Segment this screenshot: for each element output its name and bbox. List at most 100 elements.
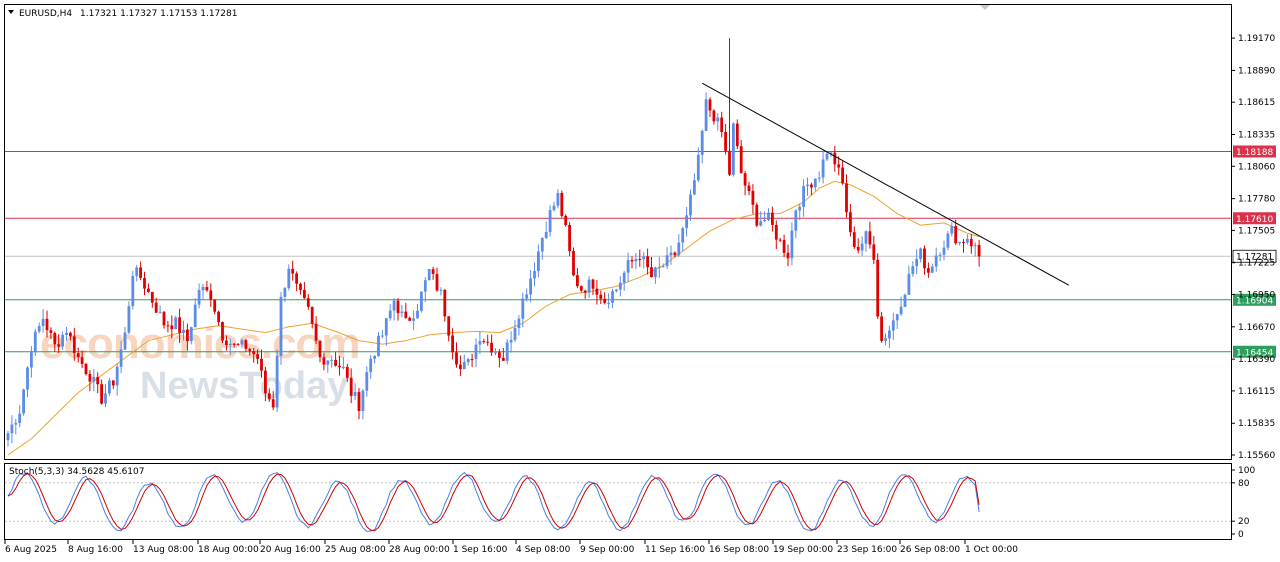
candle (735, 119, 739, 150)
candle (345, 363, 349, 382)
time-tick-label: 18 Aug 00:00 (198, 545, 259, 555)
candle (174, 315, 178, 330)
candle-body (30, 352, 33, 368)
candle-body (743, 173, 747, 186)
candle (435, 267, 439, 292)
candle-body (579, 286, 583, 291)
level-price-label: 1.18188 (1236, 148, 1273, 158)
trendline-layer (701, 82, 1070, 286)
candle-body (665, 255, 669, 267)
candle-body (771, 212, 774, 225)
candle (712, 109, 716, 125)
candle-body (41, 318, 45, 326)
candle-body (205, 287, 209, 291)
candle (201, 283, 205, 300)
candle (700, 129, 704, 164)
candle (576, 268, 579, 288)
candle-body (977, 245, 981, 257)
candle (622, 270, 626, 291)
candle-body (849, 212, 852, 233)
candle (57, 334, 61, 353)
candle-body (287, 268, 291, 289)
candle-body (420, 291, 423, 311)
candle (322, 352, 326, 371)
candle (646, 248, 649, 275)
candle (810, 182, 813, 196)
candle-body (888, 330, 891, 339)
candle-body (264, 370, 267, 394)
candle-body (451, 335, 454, 353)
candle-body (193, 304, 197, 328)
candle (443, 288, 447, 322)
candle-body (934, 255, 938, 267)
candle-body (291, 268, 295, 274)
candle (560, 190, 564, 218)
candle-body (84, 363, 88, 375)
candle (950, 222, 954, 237)
candle (26, 366, 29, 398)
candle-body (498, 352, 501, 358)
candle-body (927, 268, 930, 273)
candle-body (576, 275, 579, 287)
level-price-label: 1.17610 (1236, 215, 1273, 225)
candle-body (720, 117, 724, 133)
candle (751, 184, 755, 214)
candle-body (92, 376, 96, 382)
candle-body (817, 177, 821, 179)
candle-body (435, 273, 439, 291)
candle (455, 342, 458, 368)
header-symbol: EURUSD,H4 (19, 9, 72, 19)
time-tick-label: 20 Aug 16:00 (260, 545, 321, 555)
candle (318, 340, 322, 363)
candle-body (646, 256, 649, 268)
time-tick-label: 6 Aug 2025 (5, 545, 57, 555)
candle-body (490, 342, 493, 353)
collapse-triangle-icon[interactable] (8, 10, 14, 14)
scroll-marker-icon[interactable] (980, 5, 990, 10)
candle (69, 331, 72, 341)
candle-body (494, 352, 497, 354)
candle-body (447, 316, 451, 336)
candle-body (661, 266, 665, 268)
candle (747, 181, 751, 196)
candle-body (618, 282, 622, 290)
candle-body (466, 359, 470, 363)
candle (564, 214, 568, 227)
candle (451, 328, 454, 360)
candle-body (763, 219, 766, 222)
candle (170, 315, 174, 339)
candle (572, 247, 575, 277)
time-tick-label: 26 Sep 08:00 (900, 545, 960, 555)
candle (568, 222, 571, 257)
candle-body (891, 320, 895, 331)
candle (716, 113, 720, 131)
candle (650, 257, 653, 278)
stoch-signal-line (7, 473, 980, 532)
candle (821, 150, 825, 184)
candle-body (221, 322, 224, 341)
candle (630, 256, 634, 269)
candle (416, 304, 419, 319)
candle-body (810, 184, 813, 188)
candle (556, 189, 560, 209)
candle (973, 242, 977, 257)
candle (361, 388, 365, 420)
candle-body (708, 99, 712, 111)
candle (599, 290, 603, 305)
candle-body (685, 215, 688, 229)
candle (213, 299, 217, 315)
candle (423, 277, 427, 302)
candle-body (778, 239, 782, 241)
candle (193, 298, 197, 328)
candle (860, 236, 864, 257)
candle (681, 226, 685, 252)
candle-body (860, 243, 864, 251)
candle (384, 318, 388, 346)
candle (552, 201, 556, 212)
candle-body (923, 248, 926, 269)
candle-body (872, 244, 876, 260)
candle-body (213, 299, 217, 312)
candle (798, 203, 802, 221)
candle (767, 208, 770, 222)
candle (934, 247, 938, 272)
